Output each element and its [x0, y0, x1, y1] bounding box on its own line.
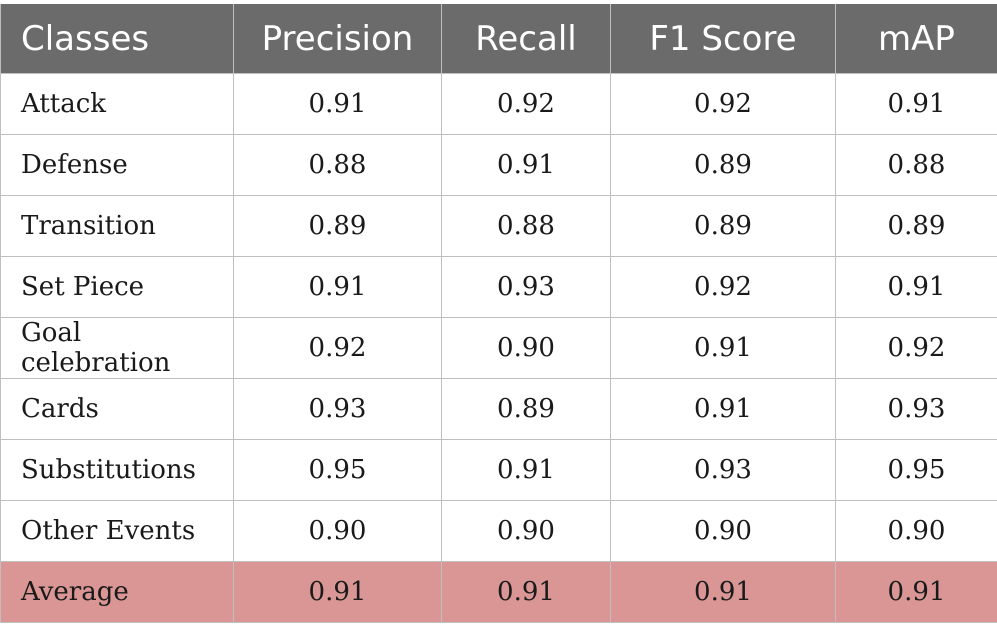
table-row: Goal celebration 0.92 0.90 0.91 0.92	[0, 317, 997, 379]
header-recall: Recall	[441, 4, 611, 74]
class-cell: Other Events	[0, 500, 234, 562]
recall-cell: 0.91	[441, 134, 611, 196]
precision-cell: 0.93	[233, 378, 442, 440]
table-row: Other Events 0.90 0.90 0.90 0.90	[0, 500, 997, 562]
average-precision: 0.91	[233, 561, 442, 623]
average-map: 0.91	[835, 561, 997, 623]
recall-cell: 0.90	[441, 500, 611, 562]
precision-cell: 0.91	[233, 73, 442, 135]
class-cell: Attack	[0, 73, 234, 135]
average-f1: 0.91	[610, 561, 836, 623]
header-classes: Classes	[0, 4, 234, 74]
table-row: Transition 0.89 0.88 0.89 0.89	[0, 195, 997, 257]
map-cell: 0.88	[835, 134, 997, 196]
average-row: Average 0.91 0.91 0.91 0.91	[0, 561, 997, 623]
precision-cell: 0.90	[233, 500, 442, 562]
recall-cell: 0.91	[441, 439, 611, 501]
recall-cell: 0.93	[441, 256, 611, 318]
metrics-table: Classes Precision Recall F1 Score mAP At…	[0, 4, 997, 623]
map-cell: 0.89	[835, 195, 997, 257]
table-row: Defense 0.88 0.91 0.89 0.88	[0, 134, 997, 196]
recall-cell: 0.92	[441, 73, 611, 135]
header-row: Classes Precision Recall F1 Score mAP	[0, 4, 997, 74]
f1-cell: 0.89	[610, 195, 836, 257]
header-map: mAP	[835, 4, 997, 74]
precision-cell: 0.89	[233, 195, 442, 257]
table-row: Attack 0.91 0.92 0.92 0.91	[0, 73, 997, 135]
map-cell: 0.91	[835, 73, 997, 135]
average-label: Average	[0, 561, 234, 623]
table-body: Attack 0.91 0.92 0.92 0.91 Defense 0.88 …	[0, 73, 997, 623]
map-cell: 0.91	[835, 256, 997, 318]
table-row: Set Piece 0.91 0.93 0.92 0.91	[0, 256, 997, 318]
recall-cell: 0.89	[441, 378, 611, 440]
table-row: Cards 0.93 0.89 0.91 0.93	[0, 378, 997, 440]
table-header: Classes Precision Recall F1 Score mAP	[0, 4, 997, 74]
precision-cell: 0.88	[233, 134, 442, 196]
table-row: Substitutions 0.95 0.91 0.93 0.95	[0, 439, 997, 501]
map-cell: 0.90	[835, 500, 997, 562]
f1-cell: 0.89	[610, 134, 836, 196]
header-precision: Precision	[233, 4, 442, 74]
average-recall: 0.91	[441, 561, 611, 623]
class-cell: Set Piece	[0, 256, 234, 318]
class-cell: Substitutions	[0, 439, 234, 501]
precision-cell: 0.95	[233, 439, 442, 501]
class-cell: Goal celebration	[0, 317, 234, 379]
precision-cell: 0.91	[233, 256, 442, 318]
map-cell: 0.93	[835, 378, 997, 440]
recall-cell: 0.88	[441, 195, 611, 257]
map-cell: 0.92	[835, 317, 997, 379]
map-cell: 0.95	[835, 439, 997, 501]
class-cell: Transition	[0, 195, 234, 257]
f1-cell: 0.90	[610, 500, 836, 562]
f1-cell: 0.92	[610, 73, 836, 135]
f1-cell: 0.93	[610, 439, 836, 501]
class-cell: Cards	[0, 378, 234, 440]
class-cell: Defense	[0, 134, 234, 196]
precision-cell: 0.92	[233, 317, 442, 379]
f1-cell: 0.92	[610, 256, 836, 318]
f1-cell: 0.91	[610, 317, 836, 379]
f1-cell: 0.91	[610, 378, 836, 440]
recall-cell: 0.90	[441, 317, 611, 379]
header-f1-score: F1 Score	[610, 4, 836, 74]
